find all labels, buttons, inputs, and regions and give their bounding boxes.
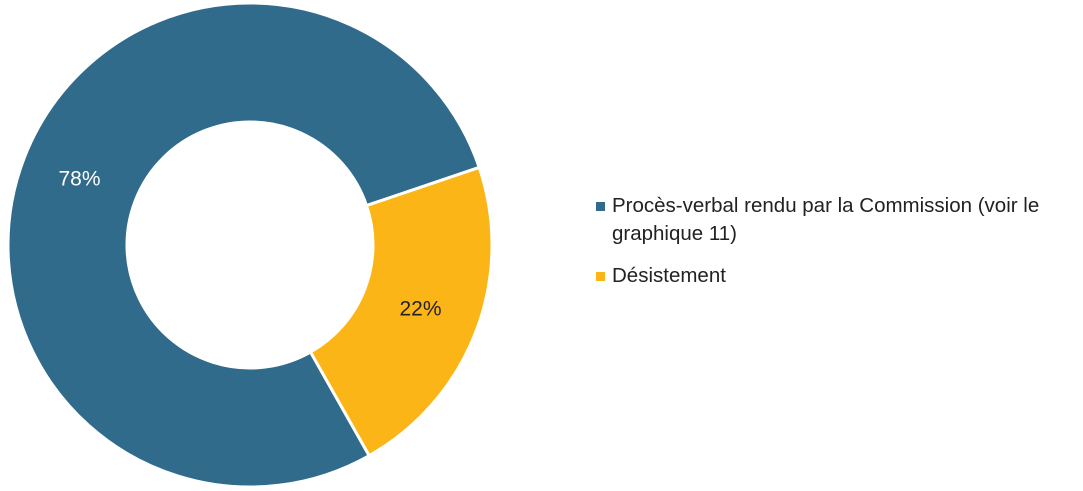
legend: Procès-verbal rendu par la Commission (v… [596,192,1076,304]
legend-label: Désistement [612,264,726,287]
legend-item: Procès-verbal rendu par la Commission (v… [596,192,1076,248]
legend-item: Désistement [596,262,1076,290]
legend-swatch [596,202,605,211]
data-label: 22% [399,298,441,321]
data-label: 78% [58,167,100,190]
donut-segment [6,1,482,489]
legend-label: Procès-verbal rendu par la Commission (v… [612,194,1040,245]
donut-segment [308,165,494,458]
legend-swatch [596,272,605,281]
